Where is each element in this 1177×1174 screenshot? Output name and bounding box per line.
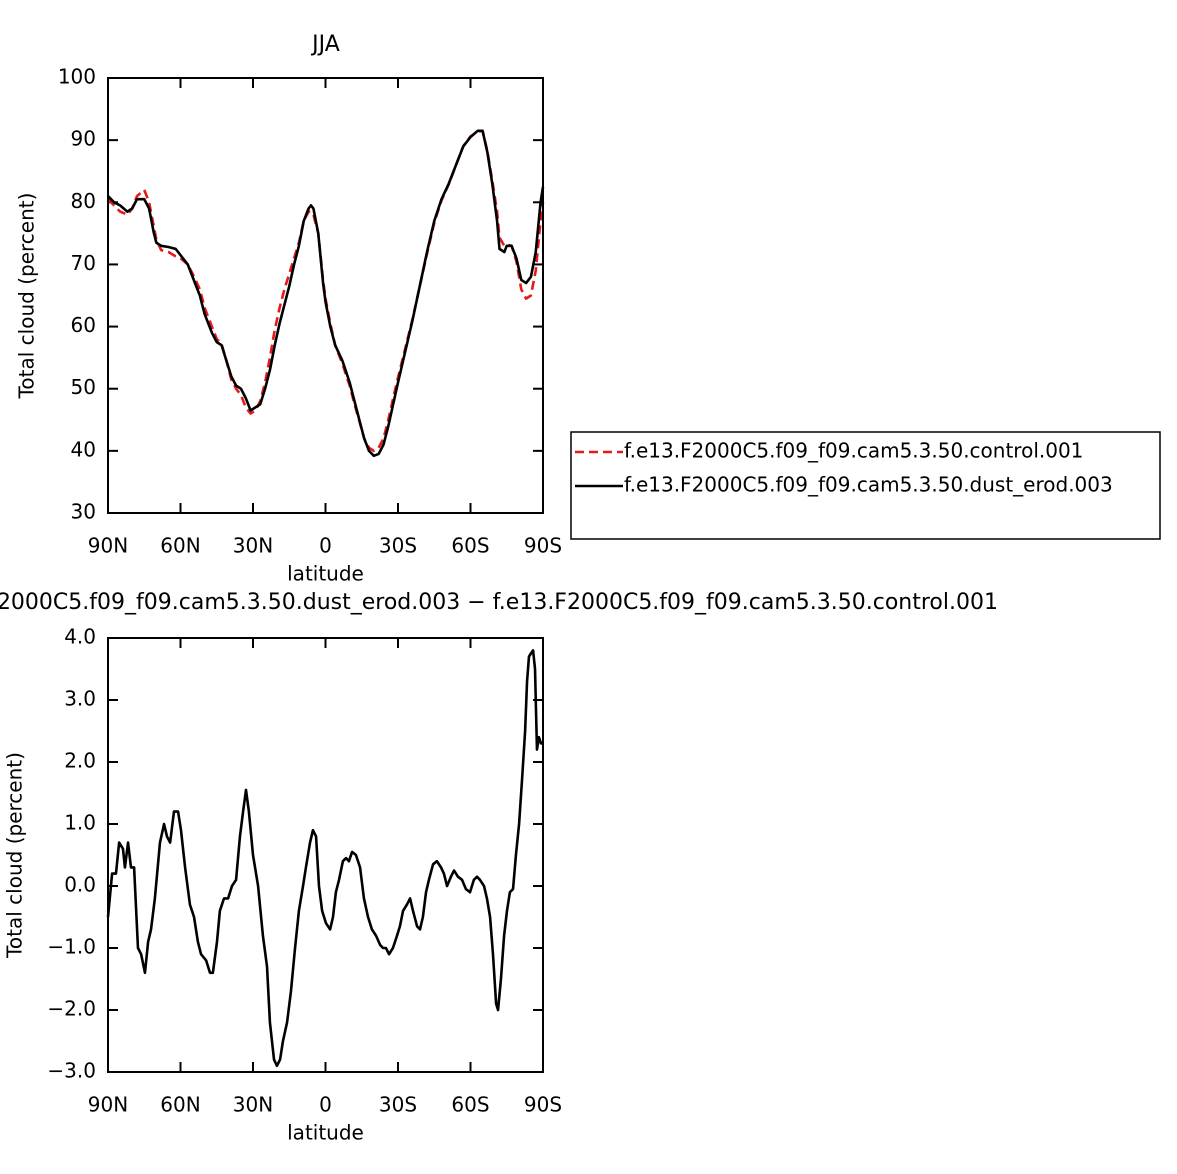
chart-title: f.e13.F2000C5.f09_f09.cam5.3.50.dust_ero… (0, 590, 998, 615)
legend-box (570, 431, 1161, 540)
x-axis-label: latitude (287, 1121, 364, 1145)
x-tick-label: 90N (88, 1093, 128, 1117)
x-tick-label: 60N (160, 534, 200, 558)
x-tick-label: 30N (233, 1093, 273, 1117)
x-tick-label: 0 (319, 534, 332, 558)
legend-label: f.e13.F2000C5.f09_f09.cam5.3.50.dust_ero… (624, 473, 1113, 497)
y-tick-label: 30 (71, 500, 96, 524)
y-tick-label: 3.0 (64, 687, 96, 711)
x-axis-label: latitude (287, 562, 364, 586)
y-tick-label: 1.0 (64, 811, 96, 835)
plot-frame (107, 77, 544, 514)
y-tick-label: −1.0 (47, 935, 96, 959)
legend-label: f.e13.F2000C5.f09_f09.cam5.3.50.control.… (624, 439, 1083, 463)
x-tick-label: 30S (379, 534, 417, 558)
y-axis-label: Total cloud (percent) (3, 752, 27, 959)
y-tick-label: 0.0 (64, 873, 96, 897)
x-tick-label: 60S (451, 1093, 489, 1117)
x-tick-label: 60S (451, 534, 489, 558)
data-line (107, 129, 545, 458)
chart-title: JJA (310, 32, 340, 57)
x-tick-label: 30N (233, 534, 273, 558)
x-tick-label: 90N (88, 534, 128, 558)
plot-frame (107, 637, 544, 1073)
y-tick-label: −2.0 (47, 997, 96, 1021)
y-tick-label: −3.0 (47, 1059, 96, 1083)
x-tick-label: 60N (160, 1093, 200, 1117)
y-tick-label: 50 (71, 375, 96, 399)
y-tick-label: 70 (71, 251, 96, 275)
y-tick-label: 2.0 (64, 749, 96, 773)
x-tick-label: 90S (524, 534, 562, 558)
data-line (107, 129, 545, 453)
y-axis-label: Total cloud (percent) (15, 193, 39, 400)
y-tick-label: 90 (71, 127, 96, 151)
y-tick-label: 4.0 (64, 625, 96, 649)
y-tick-label: 80 (71, 189, 96, 213)
y-tick-label: 100 (58, 65, 96, 89)
y-tick-label: 60 (71, 313, 96, 337)
x-tick-label: 90S (524, 1093, 562, 1117)
x-tick-label: 30S (379, 1093, 417, 1117)
y-tick-label: 40 (71, 437, 96, 461)
data-line (106, 649, 543, 1068)
x-tick-label: 0 (319, 1093, 332, 1117)
